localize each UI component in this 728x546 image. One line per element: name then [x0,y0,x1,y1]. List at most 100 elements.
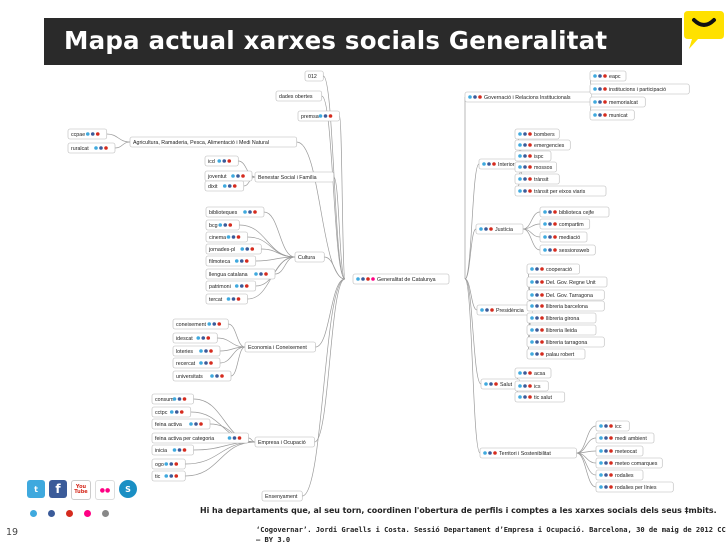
network-dot [530,316,534,320]
network-dot [492,162,496,166]
node-label: mossos [534,165,553,171]
network-dot [530,352,534,356]
dot-facebook [48,510,55,517]
network-dot [204,349,208,353]
node-label: universitats [176,374,203,380]
mindmap-edge [217,337,246,348]
leaf-ogo: ogo [151,458,186,470]
node-label: Economia i Coneixement [248,345,307,351]
node-label: patrimoni [209,284,231,290]
network-dot [488,451,492,455]
leaf-llengua-catalana: llengua catalana [205,268,276,280]
network-dot [518,384,522,388]
network-dot [540,340,544,344]
network-dot [540,280,544,284]
network-dot [523,395,527,399]
network-dot [540,316,544,320]
node-label: eapc [609,74,621,80]
leaf-ruralcat: ruralcat [67,142,116,154]
leaf-palau-robert: palau robert [526,348,586,360]
twitter-icon: t [27,480,45,498]
youtube-icon: You Tube [71,480,91,500]
network-dot [523,371,527,375]
network-dot [523,132,527,136]
mindmap-edge [322,75,346,280]
network-dot [609,436,613,440]
leaf-patrimoni: patrimoni [205,280,257,292]
node-label: Del. Gov. Regne Unit [546,280,596,286]
network-dot [243,210,247,214]
network-dot [480,308,484,312]
network-dot [530,340,534,344]
network-dot [174,462,179,466]
mindmap-edge [263,211,296,258]
network-dot [248,210,252,214]
network-dot [523,165,527,169]
leaf-eapc: eapc [589,70,627,82]
network-dot [548,222,552,226]
social-icons-row: t f You Tube ●● S [27,480,137,502]
network-dot [232,184,237,188]
node-label: Del. Gov. Tarragona [546,293,593,299]
network-dot [523,143,527,147]
branch-salut: Salut [480,378,521,390]
network-dot [226,235,231,239]
network-dot [164,474,169,478]
network-dot [530,293,534,297]
node-label: biblioteca cejfe [559,210,594,216]
leaf-universitats: universitats [172,370,232,382]
leaf-mediacio: mediació [539,231,588,243]
node-label: llibreria tarragona [546,340,587,346]
leaf-institucions-i-participacio: institucions i participació [589,83,690,95]
network-dot [543,235,547,239]
leaf-cinema: cinema [205,231,248,243]
network-dot [227,436,232,440]
node-label: ogo [155,462,164,468]
network-dot [599,436,603,440]
mindmap-edge [522,228,541,251]
network-dot [603,100,607,104]
mindmap-edge [314,278,346,443]
leaf-ics: ics [514,380,549,392]
network-dot [222,159,227,163]
mindmap-edge [228,323,246,348]
node-label: ruralcat [71,146,89,152]
network-dot [240,247,245,251]
slide-title: Mapa actual xarxes socials Generalitat [64,26,608,55]
network-dot [254,272,258,276]
node-label: idescat [176,336,193,342]
network-dot [239,259,244,263]
mindmap-edge [464,278,481,454]
network-dot [174,410,179,414]
network-dot [548,210,552,214]
mindmap-edge [302,278,346,497]
network-dot [483,451,487,455]
network-dot [468,95,472,99]
leaf-tic-salut: tic salut [514,391,566,403]
network-dot [535,328,539,332]
leaf-transit-per-eixos-viaris: trànsit per eixos viaris [514,185,607,197]
leaf-icc: icc [595,420,630,432]
network-dot [223,223,228,227]
leaf-feina-activa-per-categoria: feina activa per categoria [151,432,249,444]
network-dot [540,293,544,297]
branch-ensenyament: Ensenyament [261,490,303,502]
node-label: ispc [534,154,544,160]
network-dot [169,474,174,478]
network-dot [199,349,203,353]
node-label: Cultura [298,255,315,261]
network-dot [473,95,477,99]
network-dot [95,132,100,136]
leaf-feina-activa: feina activa [151,418,211,430]
network-dot [99,146,103,150]
node-label: rodalies [615,473,634,479]
network-dot [199,361,203,365]
mindmap-edge [230,346,246,377]
leaf-llibreria-girona: llibreria girona [526,312,597,324]
network-dot [194,422,198,426]
network-dot [540,267,544,271]
network-dot [604,485,608,489]
network-dot [177,448,182,452]
top-premsa: premsa [297,110,340,122]
leaf-meteo-comarques: meteo comarques [595,457,663,469]
